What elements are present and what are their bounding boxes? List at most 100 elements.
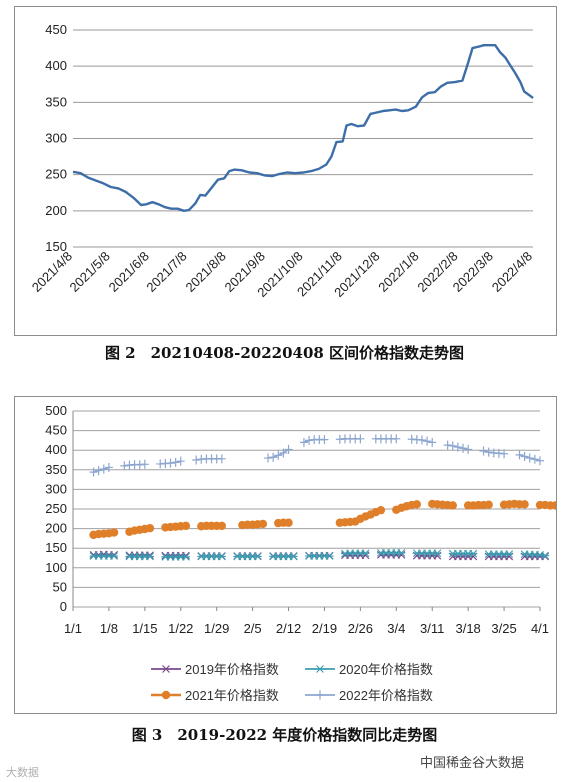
data-point	[289, 552, 298, 561]
data-point	[104, 462, 113, 472]
data-point	[162, 665, 170, 673]
data-point	[279, 448, 288, 458]
data-point	[181, 521, 191, 531]
data-point	[515, 450, 524, 460]
data-point	[423, 436, 432, 446]
y-tick-label: 350	[45, 94, 67, 109]
data-point	[305, 435, 314, 445]
yearly-comparison-chart: 0 50 100 150 200 250 300 350 400 450 500 1/1 1/8 1/15…	[45, 403, 565, 703]
data-point	[161, 690, 171, 700]
data-point	[320, 435, 329, 445]
x-tick-label: 1/15	[132, 621, 157, 636]
x-tick-label: 3/18	[455, 621, 480, 636]
y-tick-label: 300	[45, 481, 67, 496]
y-tick-label: 0	[60, 599, 67, 614]
series-3	[89, 499, 565, 540]
data-point	[356, 434, 365, 444]
watermark-left: 大数据	[6, 766, 39, 779]
data-point	[253, 552, 262, 561]
data-point	[166, 458, 175, 468]
y-tick-label: 200	[45, 203, 67, 218]
x-tick-label: 1/8	[100, 621, 118, 636]
data-point	[316, 690, 324, 700]
data-point	[217, 552, 226, 561]
data-point	[89, 467, 98, 477]
x-tick-label: 2022/4/8	[489, 249, 535, 295]
data-point	[145, 552, 154, 561]
data-point	[530, 454, 539, 464]
data-point	[181, 552, 190, 561]
price-index-line-chart: 1502002503003504004502021/4/82021/5/8202…	[29, 22, 535, 300]
data-point	[145, 524, 155, 533]
legend-label: 2021年价格指数	[185, 688, 279, 703]
data-point	[536, 456, 544, 466]
y-tick-label: 300	[45, 131, 67, 146]
x-tick-label: 1/29	[204, 621, 229, 636]
x-tick-label: 2021/7/8	[143, 249, 189, 295]
x-tick-label: 1/1	[64, 621, 82, 636]
x-tick-label: 2/12	[276, 621, 301, 636]
chart-frame-1: 150 200 250 300 350 400 450 2021/4/8 2021/5/8 202…	[14, 6, 557, 336]
data-point	[99, 464, 108, 474]
data-point	[459, 443, 468, 453]
legend-label: 2020年价格指数	[339, 662, 433, 677]
y-tick-label: 350	[45, 462, 67, 477]
x-tick-label: 2/26	[348, 621, 373, 636]
y-tick-label: 200	[45, 521, 67, 536]
legend-item: 2022年价格指数	[305, 688, 433, 703]
x-tick-label: 4/1	[531, 621, 549, 636]
x-tick-label: 2022/1/8	[375, 249, 421, 295]
data-point	[217, 454, 226, 464]
data-point	[500, 449, 509, 459]
x-tick-label: 2021/8/8	[182, 249, 228, 295]
data-point	[316, 665, 324, 673]
data-point	[525, 453, 534, 463]
x-tick-label: 1/22	[168, 621, 193, 636]
price-index-line	[72, 44, 534, 213]
y-tick-label: 50	[53, 579, 67, 594]
x-tick-label: 2021/5/8	[67, 249, 113, 295]
data-point	[120, 461, 129, 471]
series-2	[89, 549, 550, 561]
data-point	[176, 456, 185, 466]
data-point	[284, 444, 293, 454]
y-tick-label: 250	[45, 501, 67, 516]
data-point	[448, 441, 457, 451]
data-point	[325, 552, 334, 560]
legend-label: 2019年价格指数	[185, 662, 279, 677]
data-point	[433, 549, 442, 558]
legend-item: 2020年价格指数	[305, 662, 433, 677]
x-tick-label: 2/5	[244, 621, 262, 636]
data-point	[274, 450, 283, 460]
y-tick-label: 450	[45, 22, 67, 37]
data-point	[520, 451, 529, 461]
data-point	[217, 521, 227, 531]
data-point	[417, 435, 426, 445]
data-point	[264, 453, 273, 463]
data-point	[284, 518, 293, 527]
data-point	[299, 437, 308, 447]
y-tick-label: 400	[45, 58, 67, 73]
data-point	[520, 500, 529, 509]
data-point	[171, 457, 180, 467]
data-point	[140, 459, 149, 469]
data-point	[479, 446, 488, 456]
data-point	[505, 550, 514, 558]
series-line	[93, 466, 110, 473]
x-tick-label: 3/4	[387, 621, 405, 636]
series-4	[89, 434, 544, 477]
data-point	[269, 452, 278, 462]
data-point	[376, 505, 386, 515]
data-point	[443, 440, 452, 450]
data-point	[109, 528, 119, 537]
data-point	[392, 434, 401, 444]
figure-3-caption: 图 3 2019-2022 年度价格指数同比走势图	[131, 726, 438, 744]
data-point	[412, 500, 422, 509]
data-point	[361, 549, 370, 558]
data-point	[484, 500, 493, 509]
figure-2-caption: 图 2 20210408-20220408 区间价格指数走势图	[104, 344, 465, 362]
watermark-right: 中国稀金谷大数据	[420, 756, 525, 771]
legend-item: 2021年价格指数	[151, 688, 279, 703]
data-point	[397, 549, 406, 557]
x-tick-label: 3/11	[420, 621, 444, 636]
